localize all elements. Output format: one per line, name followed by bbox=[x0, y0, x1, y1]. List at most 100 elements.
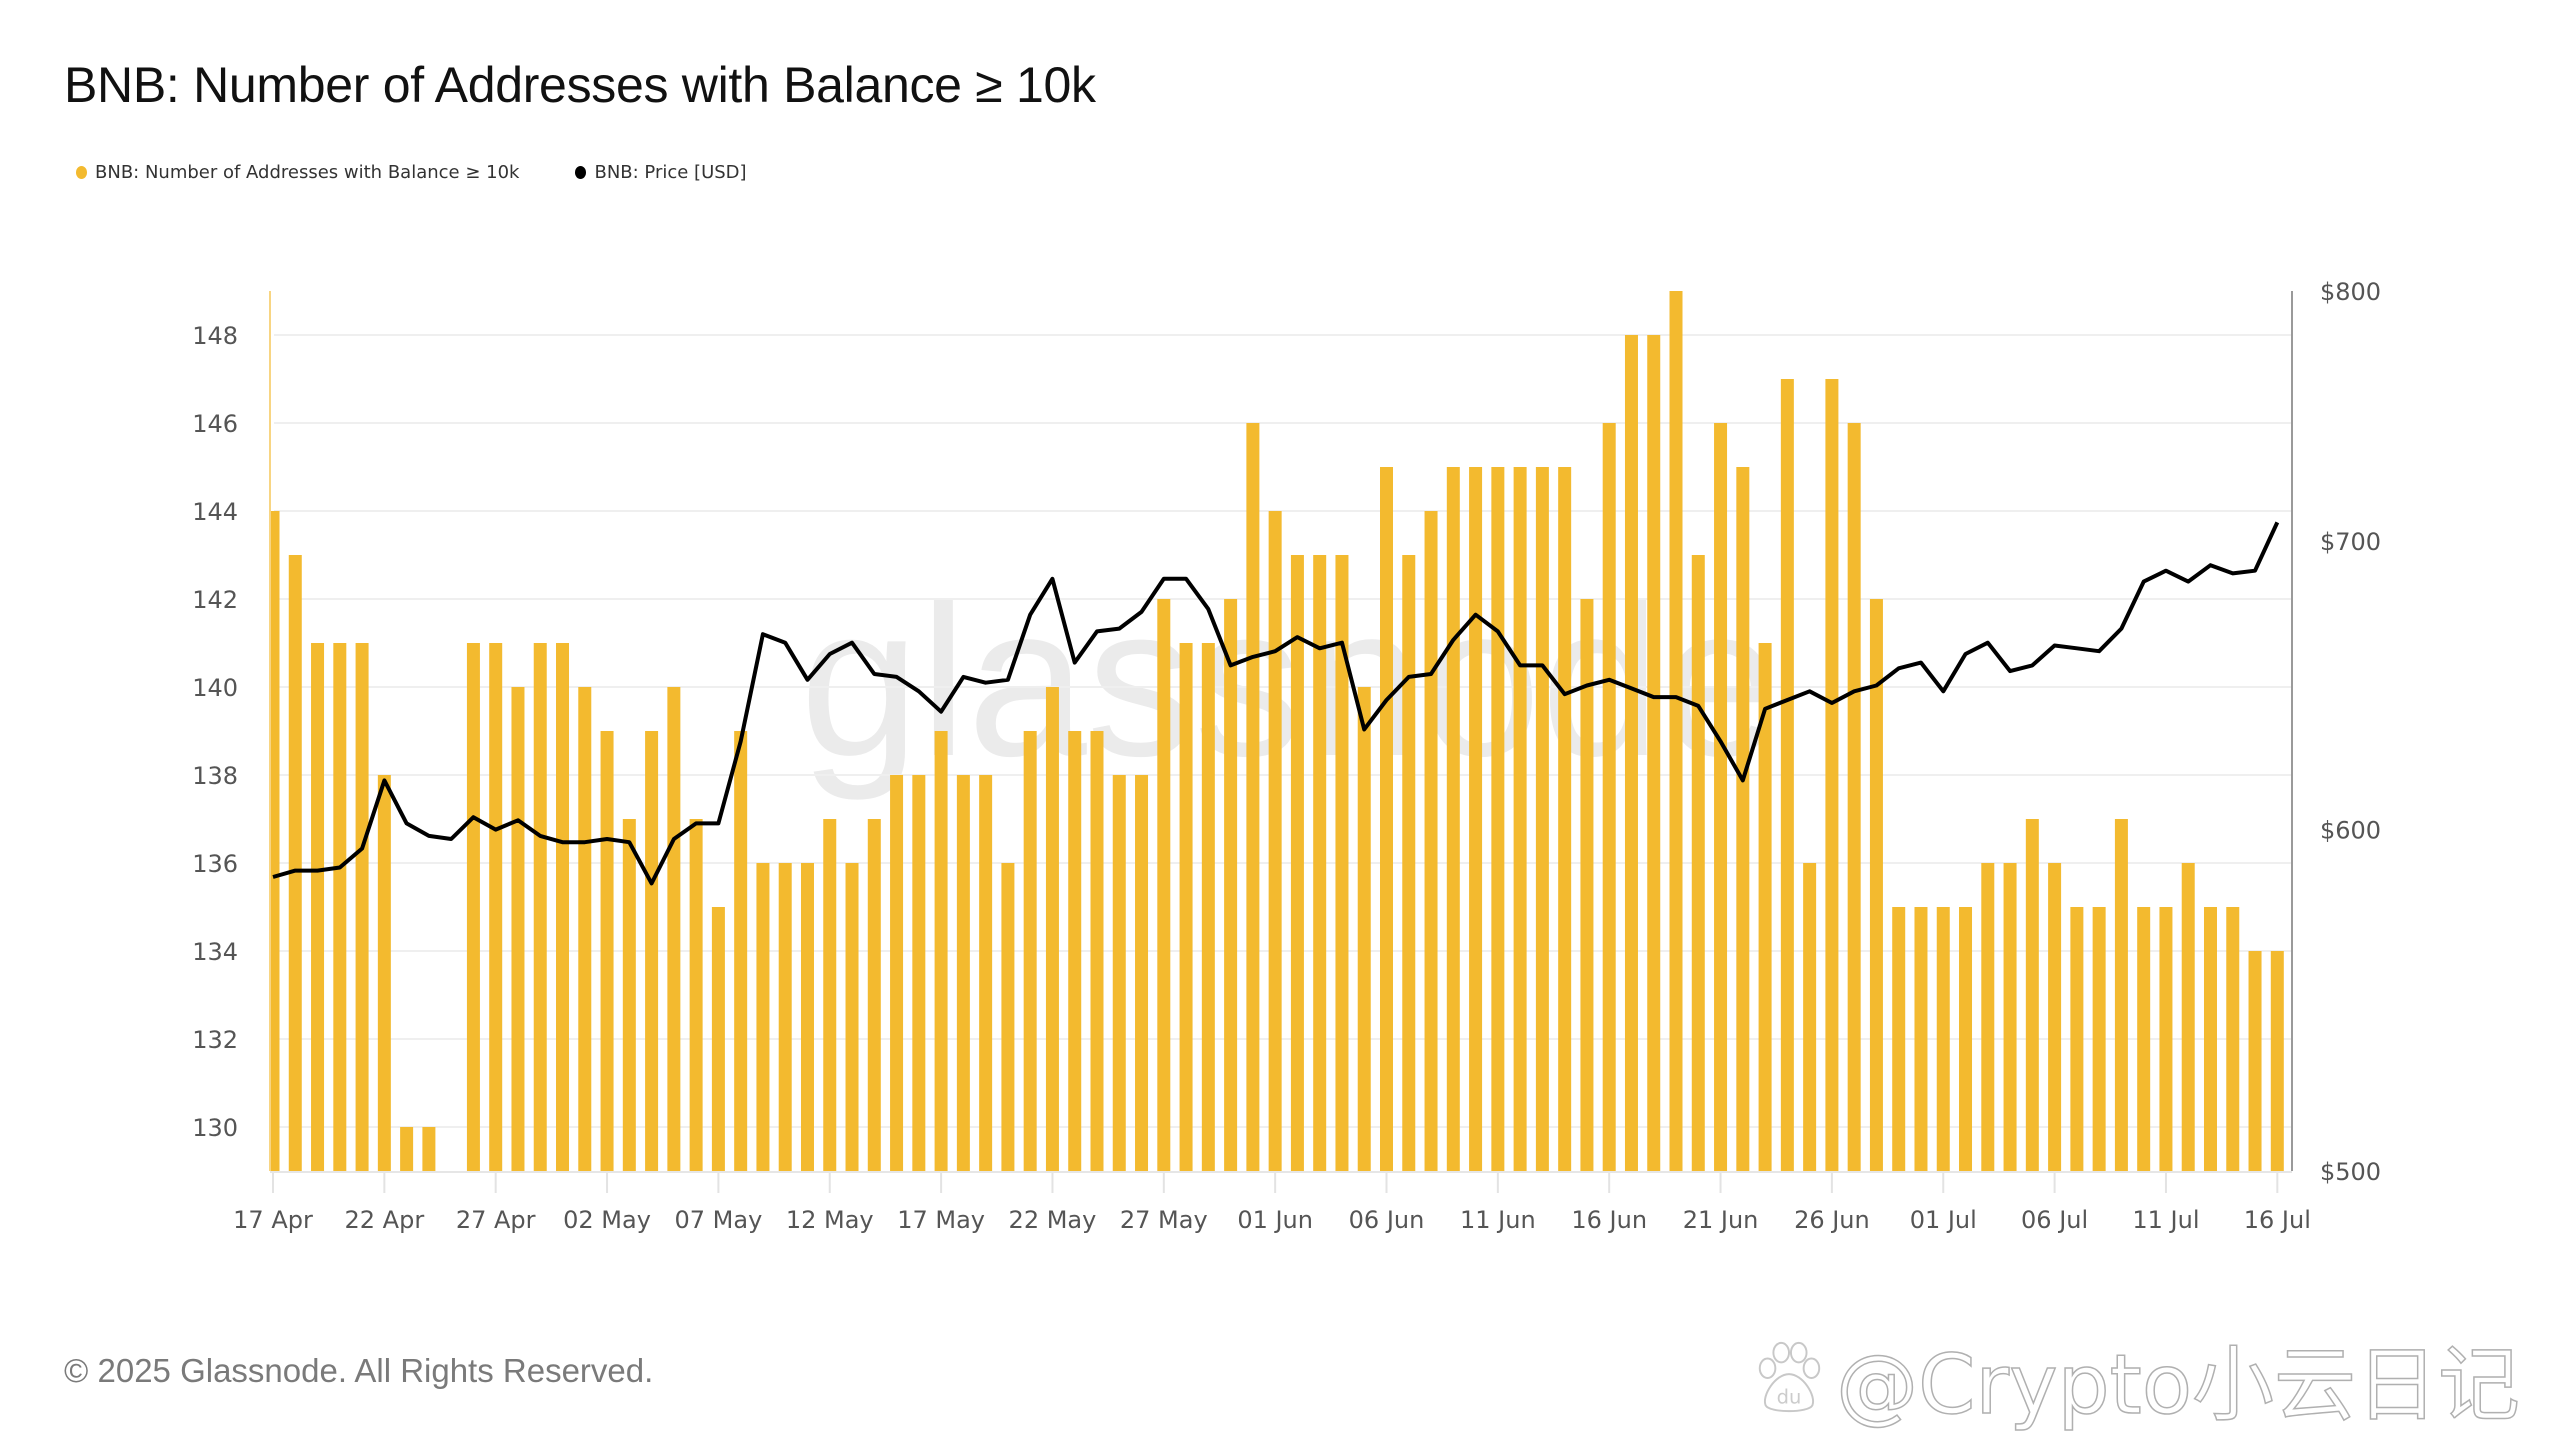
x-tick-label: 26 Jun bbox=[1794, 1206, 1870, 1234]
dot-icon bbox=[575, 166, 587, 179]
y-left-tick-label: 140 bbox=[192, 674, 238, 702]
bar bbox=[1691, 555, 1705, 1171]
bar bbox=[667, 687, 681, 1171]
y-left-tick-label: 130 bbox=[192, 1114, 238, 1142]
bar bbox=[890, 775, 904, 1171]
bar bbox=[689, 819, 703, 1171]
bar bbox=[800, 863, 814, 1171]
bar bbox=[2025, 819, 2039, 1171]
bar bbox=[2137, 907, 2151, 1171]
bar bbox=[2048, 863, 2062, 1171]
bar bbox=[288, 555, 302, 1171]
x-tick-label: 11 Jul bbox=[2132, 1206, 2199, 1234]
bar bbox=[466, 643, 480, 1171]
y-left-tick-label: 134 bbox=[192, 938, 238, 966]
bar bbox=[1981, 863, 1995, 1171]
bar bbox=[1380, 467, 1393, 1171]
bar bbox=[1892, 907, 1906, 1171]
bar bbox=[645, 731, 659, 1171]
baidu-paw-icon: du bbox=[1758, 1341, 1821, 1412]
bar bbox=[1424, 511, 1438, 1171]
bar bbox=[377, 775, 391, 1171]
bar bbox=[1446, 467, 1460, 1171]
bar bbox=[2092, 907, 2106, 1171]
bar bbox=[1580, 599, 1594, 1171]
bar bbox=[1936, 907, 1950, 1171]
bar bbox=[1647, 335, 1661, 1171]
bar bbox=[734, 731, 748, 1171]
bar bbox=[400, 1127, 414, 1171]
x-tick-label: 06 Jun bbox=[1349, 1206, 1425, 1234]
bar bbox=[1313, 555, 1327, 1171]
svg-text:du: du bbox=[1777, 1385, 1802, 1408]
bar bbox=[1959, 907, 1973, 1171]
bar bbox=[1914, 907, 1928, 1171]
chart-title: BNB: Number of Addresses with Balance ≥ … bbox=[64, 57, 1096, 113]
bar bbox=[1001, 863, 1015, 1171]
bar bbox=[979, 775, 993, 1171]
bar bbox=[1179, 643, 1193, 1171]
bar bbox=[1023, 731, 1037, 1171]
x-tick-label: 27 Apr bbox=[456, 1206, 536, 1234]
bar bbox=[355, 643, 369, 1171]
bar bbox=[1224, 599, 1238, 1171]
axes bbox=[269, 291, 2293, 1193]
bar bbox=[2070, 907, 2084, 1171]
copyright-footer: © 2025 Glassnode. All Rights Reserved. bbox=[64, 1352, 654, 1389]
bar bbox=[1558, 467, 1572, 1171]
y-left-tick-label: 136 bbox=[192, 850, 238, 878]
bar bbox=[1758, 643, 1772, 1171]
bar bbox=[1068, 731, 1082, 1171]
bar bbox=[823, 819, 837, 1171]
legend: BNB: Number of Addresses with Balance ≥ … bbox=[76, 162, 803, 183]
bar bbox=[912, 775, 926, 1171]
bar bbox=[1825, 379, 1839, 1171]
price-line bbox=[272, 521, 2280, 886]
x-tick-label: 01 Jun bbox=[1237, 1206, 1313, 1234]
x-tick-label: 21 Jun bbox=[1683, 1206, 1759, 1234]
bar bbox=[845, 863, 859, 1171]
bar bbox=[934, 731, 948, 1171]
bar bbox=[1246, 423, 1260, 1171]
y-left-tick-label: 144 bbox=[192, 498, 238, 526]
y-left-tick-label: 132 bbox=[192, 1026, 238, 1054]
bar bbox=[600, 731, 614, 1171]
y-left-tick-label: 138 bbox=[192, 762, 238, 790]
x-tick-label: 11 Jun bbox=[1460, 1206, 1536, 1234]
bar bbox=[1535, 467, 1549, 1171]
bar bbox=[1357, 687, 1371, 1171]
legend-item-price[interactable]: BNB: Price [USD] bbox=[575, 162, 747, 183]
bar bbox=[556, 643, 570, 1171]
bar bbox=[1402, 555, 1416, 1171]
y-right-tick-label: $700 bbox=[2320, 528, 2381, 556]
y-left-tick-label: 148 bbox=[192, 322, 238, 350]
bar bbox=[578, 687, 592, 1171]
bar bbox=[956, 775, 970, 1171]
bar bbox=[1290, 555, 1304, 1171]
x-tick-label: 02 May bbox=[563, 1206, 651, 1234]
bar bbox=[1335, 555, 1349, 1171]
y-right-tick-label: $600 bbox=[2320, 817, 2381, 845]
bar bbox=[867, 819, 881, 1171]
bar bbox=[2159, 907, 2173, 1171]
y-left-tick-label: 142 bbox=[192, 586, 238, 614]
bar bbox=[2248, 951, 2262, 1171]
bar bbox=[1869, 599, 1883, 1171]
bar bbox=[1847, 423, 1861, 1171]
bar bbox=[533, 643, 547, 1171]
y-right-tick-label: $800 bbox=[2320, 278, 2381, 306]
bar-series bbox=[271, 291, 2284, 1171]
bar bbox=[1714, 423, 1728, 1171]
legend-item-addresses[interactable]: BNB: Number of Addresses with Balance ≥ … bbox=[76, 162, 519, 183]
bar bbox=[1513, 467, 1527, 1171]
x-tick-label: 16 Jun bbox=[1571, 1206, 1647, 1234]
bar bbox=[1135, 775, 1149, 1171]
dot-icon bbox=[76, 166, 87, 179]
bar bbox=[1624, 335, 1638, 1171]
x-tick-label: 27 May bbox=[1120, 1206, 1208, 1234]
y-left-tick-label: 146 bbox=[192, 410, 238, 438]
legend-label: BNB: Price [USD] bbox=[594, 162, 747, 183]
bar bbox=[311, 643, 325, 1171]
bar bbox=[1602, 423, 1616, 1171]
